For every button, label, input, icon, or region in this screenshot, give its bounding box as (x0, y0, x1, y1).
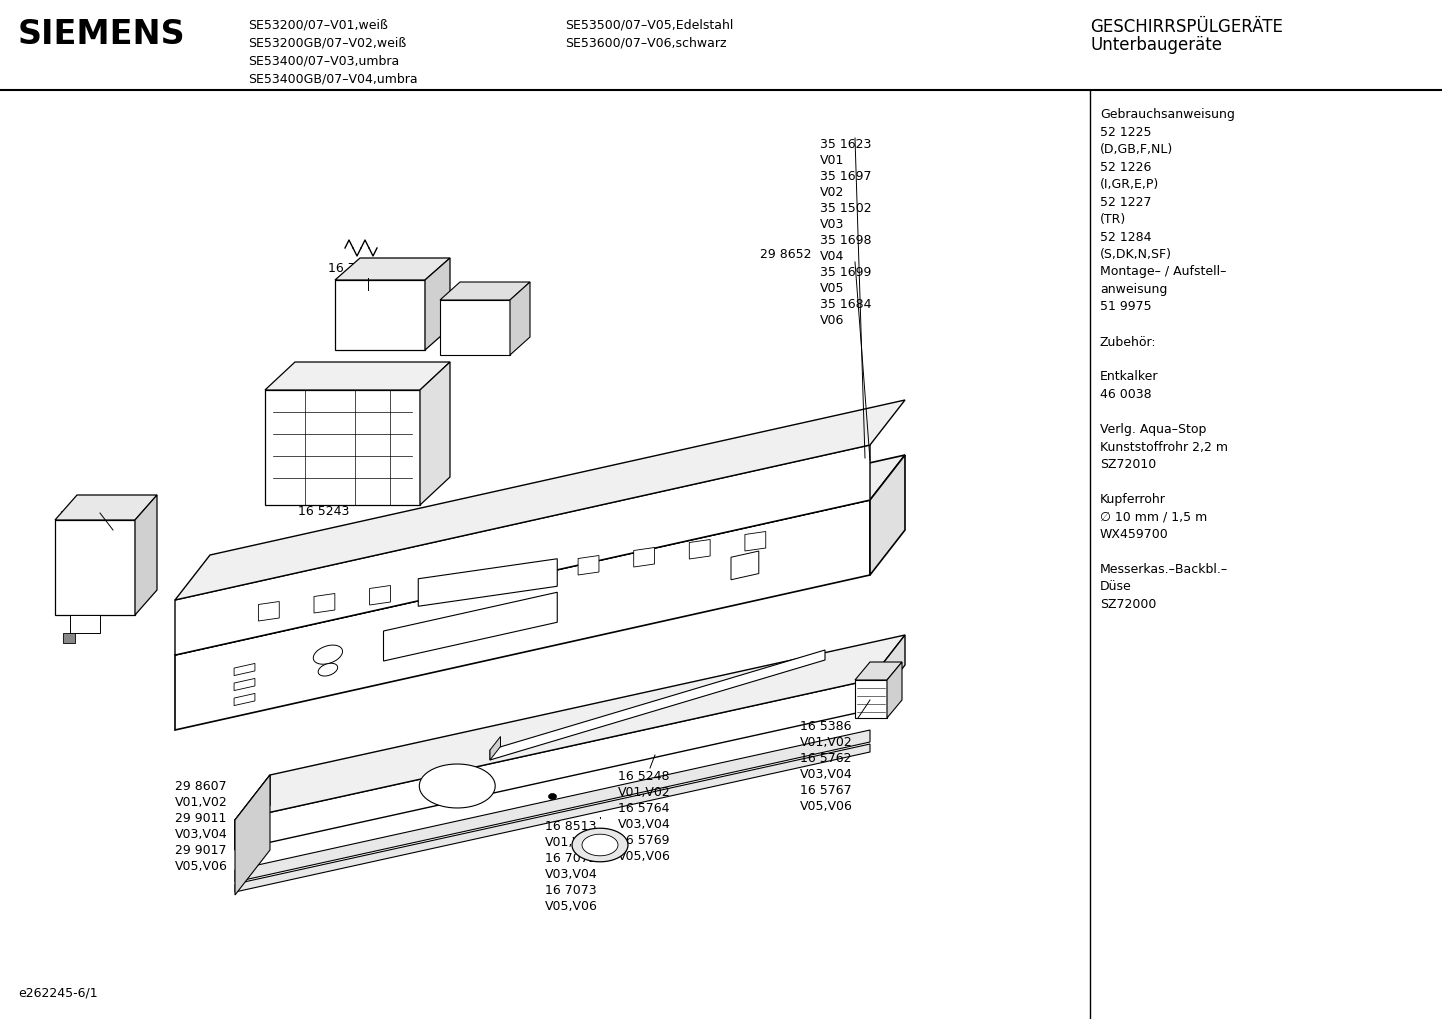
Polygon shape (855, 680, 887, 718)
Text: 16 7694: 16 7694 (327, 262, 379, 275)
Text: SE53600/07–V06,schwarz: SE53600/07–V06,schwarz (565, 36, 727, 49)
Text: 52 1225: 52 1225 (1100, 125, 1152, 139)
Polygon shape (420, 362, 450, 505)
Polygon shape (633, 547, 655, 567)
Text: Gebrauchsanweisung: Gebrauchsanweisung (1100, 108, 1234, 121)
Polygon shape (572, 828, 629, 862)
Polygon shape (174, 455, 906, 655)
Polygon shape (689, 539, 709, 559)
Text: (I,GR,E,P): (I,GR,E,P) (1100, 178, 1159, 191)
Text: 35 1623
V01
35 1697
V02
35 1502
V03
35 1698
V04
35 1699
V05
35 1684
V06: 35 1623 V01 35 1697 V02 35 1502 V03 35 1… (820, 138, 871, 327)
Polygon shape (174, 500, 870, 730)
Text: Verlg. Aqua–Stop: Verlg. Aqua–Stop (1100, 423, 1207, 436)
Polygon shape (870, 635, 906, 710)
Text: SE53400/07–V03,umbra: SE53400/07–V03,umbra (248, 54, 399, 67)
Polygon shape (384, 592, 557, 661)
Polygon shape (746, 532, 766, 551)
Text: Unterbaugeräte: Unterbaugeräte (1090, 36, 1221, 54)
Polygon shape (887, 662, 903, 718)
Polygon shape (425, 578, 446, 597)
Text: 16 8513
V01,V02
16 7072
V03,V04
16 7073
V05,V06: 16 8513 V01,V02 16 7072 V03,V04 16 7073 … (545, 820, 598, 913)
Text: SZ72010: SZ72010 (1100, 458, 1156, 471)
Polygon shape (731, 551, 758, 580)
Text: (S,DK,N,SF): (S,DK,N,SF) (1100, 248, 1172, 261)
Polygon shape (234, 663, 255, 676)
Polygon shape (258, 601, 280, 621)
Polygon shape (234, 679, 255, 691)
Text: Montage– / Aufstell–: Montage– / Aufstell– (1100, 266, 1226, 278)
Polygon shape (510, 282, 531, 355)
Text: Messerkas.–Backbl.–: Messerkas.–Backbl.– (1100, 564, 1229, 576)
Polygon shape (235, 635, 906, 820)
Polygon shape (234, 693, 255, 705)
Text: 16 5243: 16 5243 (298, 505, 349, 518)
Polygon shape (174, 445, 870, 655)
Polygon shape (369, 586, 391, 605)
Polygon shape (578, 555, 598, 575)
Text: Entkalker: Entkalker (1100, 371, 1158, 383)
Polygon shape (313, 645, 343, 664)
Text: 26 4114: 26 4114 (61, 510, 111, 523)
Polygon shape (335, 258, 450, 280)
Polygon shape (265, 390, 420, 505)
Text: 29 8652: 29 8652 (760, 248, 812, 261)
Text: ∅ 10 mm / 1,5 m: ∅ 10 mm / 1,5 m (1100, 511, 1207, 524)
Text: SE53200/07–V01,weiß: SE53200/07–V01,weiß (248, 18, 388, 31)
Polygon shape (235, 730, 870, 882)
Text: (D,GB,F,NL): (D,GB,F,NL) (1100, 143, 1174, 156)
Polygon shape (55, 520, 136, 615)
Polygon shape (265, 362, 450, 390)
Polygon shape (235, 744, 870, 892)
Text: Zubehör:: Zubehör: (1100, 335, 1156, 348)
Polygon shape (440, 282, 531, 300)
Polygon shape (174, 400, 906, 600)
Text: SE53400GB/07–V04,umbra: SE53400GB/07–V04,umbra (248, 72, 418, 85)
Polygon shape (319, 663, 337, 676)
Text: 29 8607
V01,V02
29 9011
V03,V04
29 9017
V05,V06: 29 8607 V01,V02 29 9011 V03,V04 29 9017 … (174, 780, 228, 873)
Text: e262245-6/1: e262245-6/1 (17, 987, 98, 1000)
Text: WX459700: WX459700 (1100, 528, 1169, 541)
Text: 46 0038: 46 0038 (1100, 388, 1152, 401)
Polygon shape (71, 615, 99, 633)
Text: 52 1227: 52 1227 (1100, 196, 1152, 209)
Polygon shape (314, 593, 335, 613)
Polygon shape (870, 455, 906, 575)
Polygon shape (420, 764, 495, 808)
Text: SZ72000: SZ72000 (1100, 598, 1156, 611)
Text: 16 5386
V01,V02
16 5762
V03,V04
16 5767
V05,V06: 16 5386 V01,V02 16 5762 V03,V04 16 5767 … (800, 720, 852, 813)
Text: (TR): (TR) (1100, 213, 1126, 226)
Text: 52 1226: 52 1226 (1100, 161, 1151, 173)
Polygon shape (235, 775, 270, 895)
Polygon shape (425, 258, 450, 350)
Polygon shape (55, 495, 157, 520)
Text: Kunststoffrohr 2,2 m: Kunststoffrohr 2,2 m (1100, 440, 1229, 453)
Polygon shape (235, 680, 870, 850)
Text: SE53500/07–V05,Edelstahl: SE53500/07–V05,Edelstahl (565, 18, 734, 31)
Polygon shape (548, 794, 557, 800)
Polygon shape (522, 564, 544, 583)
Polygon shape (63, 633, 75, 643)
Text: anweisung: anweisung (1100, 283, 1168, 296)
Text: SE53200GB/07–V02,weiß: SE53200GB/07–V02,weiß (248, 36, 407, 49)
Polygon shape (490, 650, 825, 760)
Polygon shape (335, 280, 425, 350)
Polygon shape (490, 737, 500, 760)
Text: 16 5248
V01,V02
16 5764
V03,V04
16 5769
V05,V06: 16 5248 V01,V02 16 5764 V03,V04 16 5769 … (619, 770, 671, 863)
Text: 16 5379: 16 5379 (453, 320, 505, 333)
Polygon shape (136, 495, 157, 615)
Polygon shape (855, 662, 903, 680)
Text: Kupferrohr: Kupferrohr (1100, 493, 1167, 506)
Text: GESCHIRRSPÜLGERÄTE: GESCHIRRSPÜLGERÄTE (1090, 18, 1283, 36)
Text: Düse: Düse (1100, 581, 1132, 593)
Text: SIEMENS: SIEMENS (17, 18, 186, 51)
Text: 51 9975: 51 9975 (1100, 301, 1152, 314)
Text: 52 1284: 52 1284 (1100, 230, 1152, 244)
Polygon shape (235, 775, 270, 850)
Polygon shape (583, 835, 619, 856)
Polygon shape (440, 300, 510, 355)
Polygon shape (418, 558, 557, 606)
